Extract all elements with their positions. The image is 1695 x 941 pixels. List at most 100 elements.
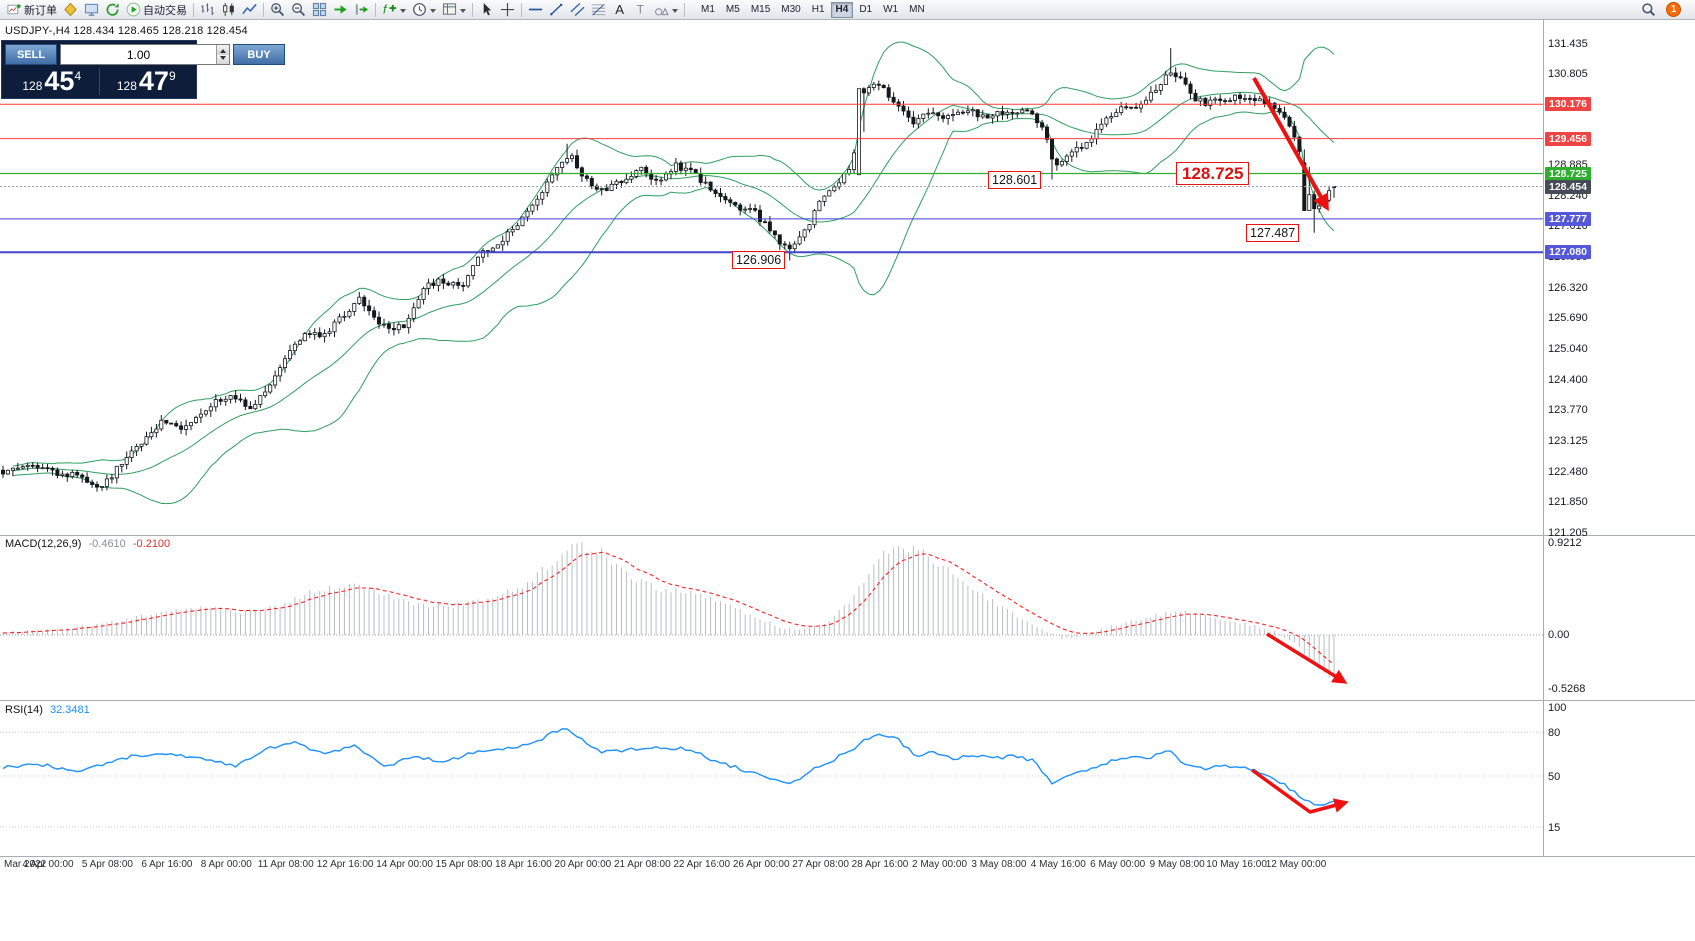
charts-icon: [63, 2, 78, 17]
auto-scroll-icon: [333, 2, 348, 17]
price-axis-divider: [1543, 20, 1544, 856]
macd-indicator-label: MACD(12,26,9) -0.4610 -0.2100: [5, 538, 174, 550]
toolbar-separator: [684, 2, 685, 17]
time-axis-label: 5 Apr 08:00: [81, 859, 133, 870]
equidistant-channel-icon: [570, 2, 585, 17]
macd-axis-label: 0.00: [1548, 629, 1570, 641]
price-tag-128.725: 128.725: [1545, 166, 1591, 181]
price-axis-label: 125.040: [1548, 343, 1588, 356]
rsi-axis-label: 80: [1548, 727, 1561, 740]
price-axis-label: 131.435: [1548, 37, 1588, 50]
fibonacci-button[interactable]: [588, 1, 609, 19]
main-toolbar: 新订单 自动交易 f A T M1 M5 M15 M30 H1 H4 D1 W1 MN 1: [0, 0, 1695, 20]
time-axis-label: 21 Apr 08:00: [613, 859, 671, 870]
price-axis-label: 122.480: [1548, 465, 1588, 478]
time-axis-label: 4 Apr 00:00: [22, 859, 74, 870]
timeframe-m30-button[interactable]: M30: [776, 2, 805, 18]
profiles-button[interactable]: [81, 1, 102, 19]
templates-icon: [442, 2, 457, 17]
time-axis-label: 3 May 08:00: [971, 859, 1027, 870]
one-click-trading-panel: SELL BUY 128454 128479: [1, 40, 285, 99]
rsi-value: 32.3481: [49, 704, 90, 716]
sell-button[interactable]: SELL: [5, 44, 57, 65]
timeframe-m1-button[interactable]: M1: [696, 2, 720, 18]
timeframe-h1-button[interactable]: H1: [807, 2, 830, 18]
time-axis-label: 10 May 16:00: [1206, 859, 1267, 870]
fibonacci-icon: [591, 2, 606, 17]
trendline-icon: [549, 2, 564, 17]
zoom-out-button[interactable]: [288, 1, 309, 19]
autotrading-button[interactable]: 自动交易: [123, 1, 190, 19]
toolbar-right-group: 1: [1638, 1, 1691, 19]
time-axis-separator: [0, 856, 1695, 857]
charts-button[interactable]: [60, 1, 81, 19]
notification-badge[interactable]: 1: [1666, 2, 1681, 17]
cursor-button[interactable]: [476, 1, 497, 19]
horizontal-line-button[interactable]: [525, 1, 546, 19]
indicators-button[interactable]: f: [379, 1, 409, 19]
time-axis-label: 6 May 00:00: [1090, 859, 1146, 870]
time-axis[interactable]: Mar 2022 4 Apr 00:00 5 Apr 08:00 6 Apr 16:0…: [0, 856, 1543, 876]
rsi-axis-label: 15: [1548, 822, 1561, 834]
timeframe-d1-button[interactable]: D1: [854, 2, 877, 18]
time-axis-label: 6 Apr 16:00: [141, 859, 193, 870]
toolbar-separator: [375, 2, 376, 17]
sell-price: 128454: [22, 66, 82, 96]
shapes-button[interactable]: [651, 1, 681, 19]
time-axis-label: 14 Apr 00:00: [376, 859, 433, 870]
rsi-down-arrow: [1250, 768, 1349, 814]
time-axis-label: 26 Apr 00:00: [732, 859, 790, 870]
candlestick-chart-icon: [221, 2, 236, 17]
label-button[interactable]: T: [630, 1, 651, 19]
time-axis-label: 9 May 08:00: [1149, 859, 1205, 870]
indicators-icon: f: [382, 2, 397, 17]
time-axis-label: 12 May 00:00: [1265, 859, 1327, 870]
autotrading-icon: [126, 2, 141, 17]
refresh-icon: [105, 2, 120, 17]
tile-windows-button[interactable]: [309, 1, 330, 19]
line-chart-button[interactable]: [239, 1, 260, 19]
timeframe-m15-button[interactable]: M15: [746, 2, 775, 18]
toolbar-separator: [521, 2, 522, 17]
horizontal-line-icon: [528, 2, 543, 17]
equidistant-channel-button[interactable]: [567, 1, 588, 19]
timeframe-m5-button[interactable]: M5: [721, 2, 745, 18]
chart-shift-button[interactable]: [351, 1, 372, 19]
price-tag-127.080: 127.080: [1545, 245, 1591, 260]
refresh-button[interactable]: [102, 1, 123, 19]
text-button[interactable]: A: [609, 1, 630, 19]
crosshair-button[interactable]: [497, 1, 518, 19]
time-axis-label: 20 Apr 00:00: [554, 859, 612, 870]
macd-panel-separator[interactable]: [0, 535, 1695, 536]
buy-button[interactable]: BUY: [233, 44, 285, 65]
macd-down-arrow: [1266, 632, 1348, 684]
periods-button[interactable]: [409, 1, 439, 19]
zoom-in-button[interactable]: [267, 1, 288, 19]
svg-text:A: A: [615, 2, 624, 17]
price-axis-label: 121.850: [1548, 495, 1588, 508]
volume-input[interactable]: [61, 45, 216, 64]
toolbar-separator: [193, 2, 194, 17]
rsi-panel-separator[interactable]: [0, 700, 1695, 701]
price-axis[interactable]: 131.435130.805128.885128.240127.610126.9…: [1544, 0, 1695, 941]
volume-down-button[interactable]: [217, 54, 229, 64]
trendline-button[interactable]: [546, 1, 567, 19]
candlestick-chart-button[interactable]: [218, 1, 239, 19]
search-button[interactable]: [1638, 1, 1659, 19]
dropdown-caret-icon: [460, 8, 466, 16]
up-arrow-icon: [220, 46, 226, 54]
svg-text:f: f: [383, 3, 388, 17]
macd-axis-label: 0.9212: [1548, 537, 1582, 549]
bar-chart-button[interactable]: [197, 1, 218, 19]
timeframe-w1-button[interactable]: W1: [878, 2, 903, 18]
timeframe-mn-button[interactable]: MN: [904, 2, 930, 18]
auto-scroll-button[interactable]: [330, 1, 351, 19]
time-axis-label: 12 Apr 16:00: [316, 859, 374, 870]
timeframe-h4-button[interactable]: H4: [830, 1, 854, 18]
templates-button[interactable]: [439, 1, 469, 19]
new-order-button[interactable]: 新订单: [4, 1, 60, 19]
macd-name: MACD(12,26,9): [5, 538, 82, 550]
dropdown-caret-icon: [430, 8, 436, 16]
volume-up-button[interactable]: [217, 45, 229, 55]
